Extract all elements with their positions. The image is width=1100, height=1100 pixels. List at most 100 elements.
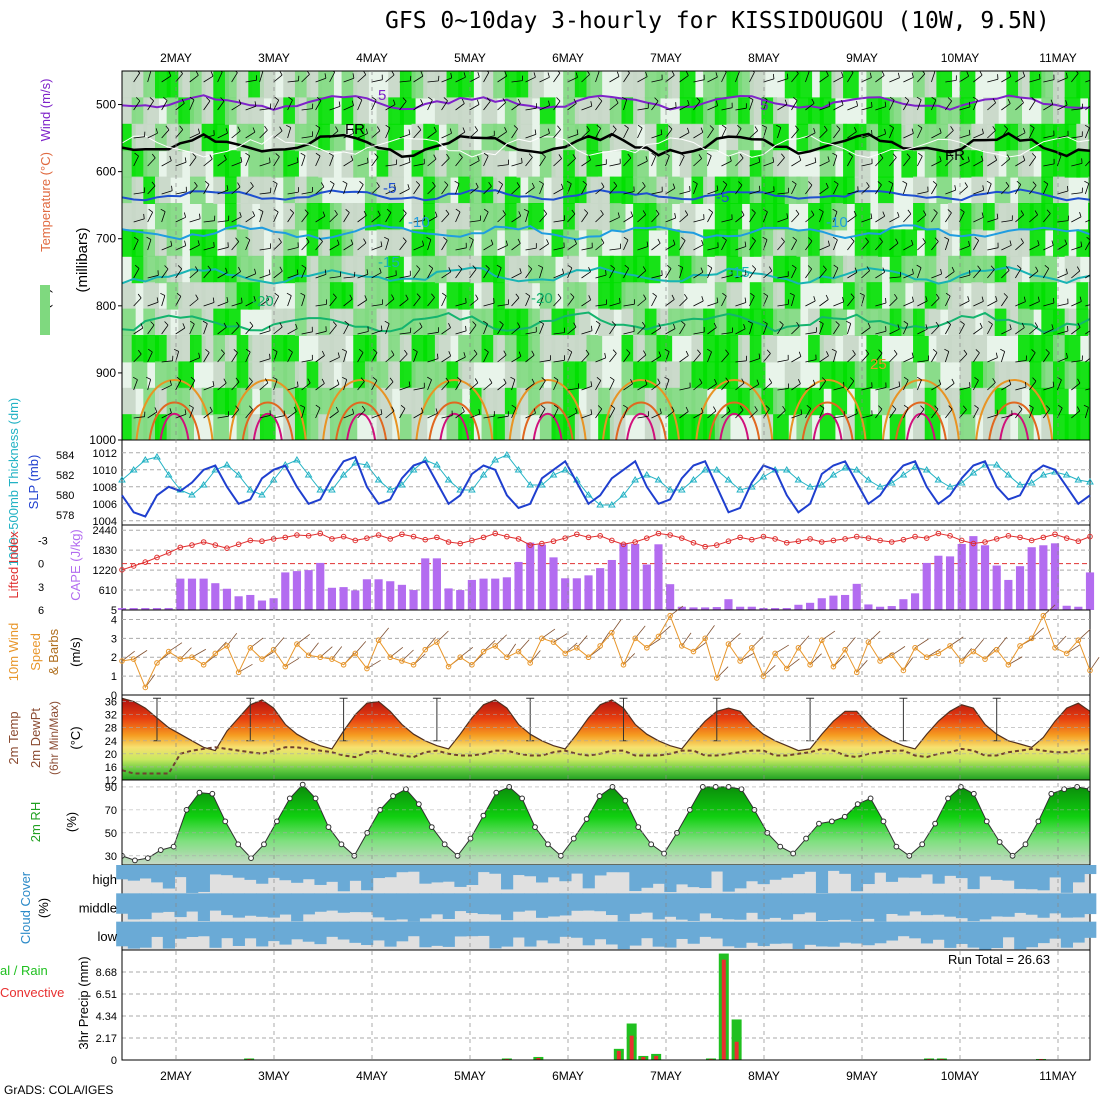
wind-barb [399, 327, 412, 335]
wind-label-4: (m/s) [68, 637, 83, 667]
thickness-line-point [467, 486, 476, 493]
wind-barb [497, 98, 506, 111]
wind-barb [945, 266, 955, 279]
wind-barb [399, 349, 408, 363]
wind-barb [539, 355, 551, 363]
wind-barb [959, 71, 970, 83]
precip-conv-bar [939, 1058, 944, 1060]
cape-bar [957, 543, 966, 610]
cloud-cell-middle [419, 893, 432, 919]
rh-cell [423, 123, 439, 152]
cape-bar [409, 590, 418, 610]
cloud-cell-low [466, 921, 479, 937]
temp-area [122, 697, 1090, 780]
wind-barb [944, 348, 950, 363]
wind-barb [749, 379, 760, 391]
precip-total-bar [731, 1019, 742, 1060]
wind-barb [609, 376, 615, 391]
thickness-line-point [479, 471, 488, 478]
cloud-cell-high [769, 865, 782, 880]
lifted-line-point [958, 537, 965, 544]
rh-cell [889, 387, 906, 416]
cloud-cell-high [640, 865, 654, 888]
wind-barb [539, 239, 549, 251]
wind-barb [217, 411, 229, 419]
lifted-line-point [690, 539, 697, 546]
lifted-line-point [737, 534, 743, 541]
lifted-line-point [387, 536, 394, 542]
cloud-cell-middle [1060, 893, 1074, 918]
lifted-line-point [1063, 535, 1070, 541]
wind-barb [973, 236, 980, 251]
wind-barb [959, 156, 970, 167]
wind-barb [735, 355, 748, 363]
wind-barb [777, 321, 784, 335]
cloud-cell-middle [710, 893, 724, 919]
thickness-label: 1000~500mb Thickness (dm) [6, 398, 21, 567]
cape-bar [934, 555, 943, 610]
rh-point [519, 795, 526, 802]
rh-point [777, 843, 784, 850]
rh-cell [901, 150, 918, 178]
cape-bar [549, 557, 558, 610]
cape-bar [526, 542, 535, 610]
wind-speed-line-point [725, 641, 732, 647]
cloud-cell-middle [302, 893, 315, 915]
rh-point [648, 841, 655, 848]
rh-cell [784, 361, 801, 389]
wind-barb [427, 327, 439, 335]
wind-barb [399, 75, 412, 83]
rh-cell [458, 71, 474, 99]
rh-cell [528, 203, 544, 231]
lifted-line-point [702, 543, 708, 550]
wind-barb [1015, 238, 1024, 251]
cloud-cell-middle [489, 893, 502, 915]
wind-barb [511, 404, 517, 419]
wind-speed-line-point [982, 656, 988, 662]
cloud-cell-low [885, 921, 899, 941]
wind-barb [987, 265, 995, 279]
rh-cell [889, 282, 906, 310]
precip-label: 3hr Precip (mm) [76, 956, 91, 1049]
wind-barb [931, 180, 938, 195]
cloud-cell-low [337, 921, 350, 940]
wind-barb [133, 236, 139, 251]
lifted-line-point [469, 537, 475, 544]
cloud-cell-low [419, 921, 432, 948]
thickness-tick: 578 [56, 510, 74, 522]
thickness-line-point [141, 456, 150, 463]
thickness-line-point [258, 491, 266, 498]
wind-barb [931, 269, 942, 279]
wind-barb [287, 323, 298, 335]
cape-bar [421, 558, 430, 610]
cape-bar [1004, 579, 1013, 610]
wind-barb [987, 352, 998, 363]
wind-barb [511, 157, 523, 167]
wind-barb [301, 209, 309, 223]
lifted-line-point [142, 559, 149, 565]
lifted-line-point [562, 535, 568, 541]
cloud-cell-high [979, 865, 992, 877]
lifted-line-point [830, 537, 837, 544]
wind-barb [805, 98, 815, 111]
wind-barb [721, 270, 733, 279]
cloud-cell-low [314, 921, 327, 945]
rh-cell [122, 282, 136, 310]
wind-barb [175, 323, 186, 335]
wind-barb [371, 182, 380, 195]
wind-barb [875, 71, 885, 83]
thickness-line-point [304, 471, 313, 478]
wind-barb [161, 321, 169, 335]
temp-fill-group [122, 697, 1090, 780]
wind-barb [735, 323, 746, 335]
cape-bar [467, 579, 476, 610]
cape-bar [899, 599, 908, 610]
wind-barb [1029, 322, 1038, 335]
rh-cell [178, 361, 194, 389]
wind-barb [539, 180, 544, 195]
cloud-cell-high [745, 865, 759, 882]
wind-barb [735, 297, 747, 307]
wind-speed-line-point [1040, 612, 1047, 619]
wind-speed-line-point [667, 612, 673, 619]
rh-cell [959, 71, 976, 99]
